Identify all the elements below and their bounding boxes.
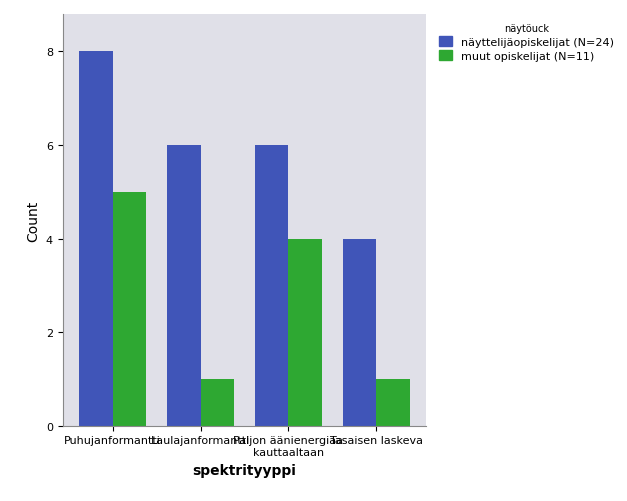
Bar: [113, 192, 146, 426]
Bar: [343, 239, 376, 426]
Legend: näyttelijäopiskelijat (N=24), muut opiskelijat (N=11): näyttelijäopiskelijat (N=24), muut opisk…: [436, 21, 618, 65]
Bar: [167, 146, 201, 426]
Y-axis label: Count: Count: [26, 200, 40, 241]
Bar: [255, 146, 288, 426]
Bar: [201, 379, 234, 426]
Bar: [79, 53, 113, 426]
Bar: [288, 239, 322, 426]
Bar: [376, 379, 410, 426]
X-axis label: spektrityyppi: spektrityyppi: [192, 462, 297, 476]
